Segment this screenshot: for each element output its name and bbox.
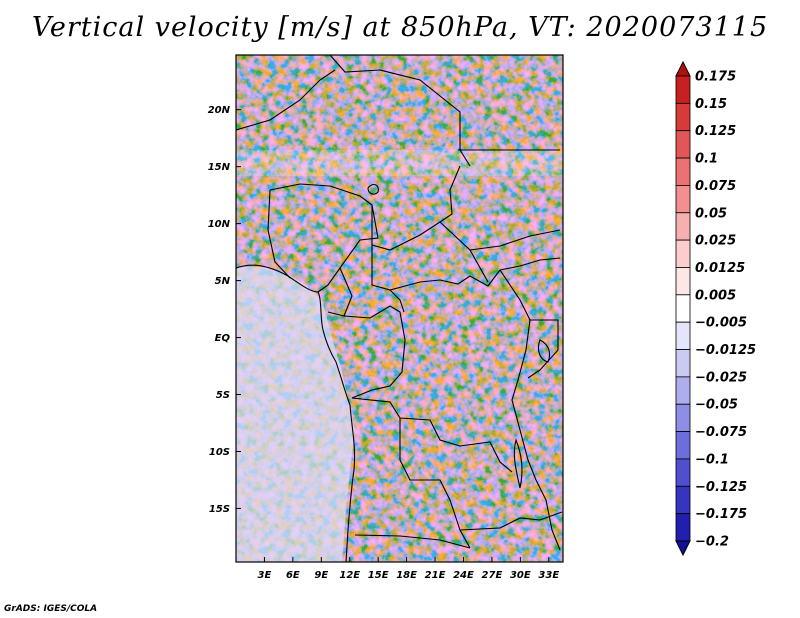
- map-frame: [235, 54, 564, 563]
- colorbar-swatch: [675, 485, 691, 515]
- colorbar-label: 0.15: [695, 97, 727, 112]
- lat-tick-label: 5S: [216, 390, 230, 401]
- lat-tick-label: 15N: [208, 162, 231, 173]
- lon-tick-label: 21E: [425, 570, 446, 581]
- colorbar-label: −0.025: [695, 370, 747, 385]
- grads-credit: GrADS: IGES/COLA: [4, 604, 98, 614]
- lon-tick-label: 18E: [396, 570, 417, 581]
- lat-tick-label: EQ: [215, 333, 231, 344]
- colorbar-label: −0.075: [695, 425, 747, 440]
- colorbar-swatch: [675, 376, 691, 405]
- lon-tick-label: 3E: [258, 570, 272, 581]
- colorbar-swatch: [675, 102, 691, 132]
- colorbar-swatch: [675, 403, 691, 432]
- colorbar-swatch: [675, 294, 691, 323]
- colorbar: 0.175 0.15 0.125 0.1 0.075 0.05 0.025 0.0125 0.0…: [675, 60, 756, 557]
- vertical-velocity-field: [236, 55, 563, 562]
- colorbar-swatch: [675, 157, 691, 186]
- colorbar-swatch: [675, 431, 691, 460]
- colorbar-label: −0.1: [695, 452, 729, 467]
- colorbar-swatch: [675, 458, 691, 487]
- colorbar-label: −0.0125: [695, 343, 756, 358]
- lon-tick-label: 9E: [314, 570, 328, 581]
- lon-tick-label: 15E: [368, 570, 389, 581]
- lat-tick-label: 15S: [209, 504, 230, 515]
- colorbar-max-arrow: [675, 60, 691, 77]
- latitude-axis: 20N 15N 10N 5N EQ 5S 10S 15S: [208, 105, 241, 515]
- lat-tick-label: 5N: [215, 276, 231, 287]
- country-borders: [236, 55, 563, 562]
- colorbar-swatch: [675, 130, 691, 159]
- lon-tick-label: 12E: [339, 570, 360, 581]
- colorbar-label: 0.025: [695, 234, 736, 249]
- lat-tick-label: 20N: [208, 105, 231, 116]
- colorbar-label: 0.175: [695, 70, 736, 85]
- colorbar-swatch: [675, 321, 691, 350]
- chart-title: Vertical velocity [m/s] at 850hPa, VT: 2…: [31, 12, 769, 43]
- colorbar-label: −0.125: [695, 480, 747, 495]
- colorbar-min-arrow: [675, 540, 691, 557]
- lat-tick-label: 10N: [208, 219, 231, 230]
- lon-tick-label: 24E: [453, 570, 474, 581]
- colorbar-swatch: [675, 185, 691, 214]
- longitude-axis: 3E 6E 9E 12E 15E 18E 21E 24E 27E 30E 33E: [258, 557, 559, 581]
- colorbar-swatch: [675, 75, 691, 104]
- colorbar-label: 0.125: [695, 124, 736, 139]
- lat-tick-label: 10S: [209, 447, 230, 458]
- colorbar-label: 0.1: [695, 152, 718, 167]
- lon-tick-label: 27E: [482, 570, 503, 581]
- lon-tick-label: 6E: [286, 570, 300, 581]
- lon-tick-label: 30E: [510, 570, 531, 581]
- colorbar-label: 0.075: [695, 179, 736, 194]
- colorbar-label: 0.05: [695, 206, 727, 221]
- colorbar-label: −0.05: [695, 398, 738, 413]
- lon-tick-label: 33E: [538, 570, 559, 581]
- colorbar-label: 0.005: [695, 288, 736, 303]
- colorbar-swatch: [675, 513, 691, 542]
- colorbar-label: −0.175: [695, 507, 747, 522]
- colorbar-label: 0.0125: [695, 261, 745, 276]
- colorbar-swatch: [675, 349, 691, 378]
- colorbar-swatch: [675, 267, 691, 296]
- colorbar-swatch: [675, 239, 691, 268]
- colorbar-label: −0.2: [695, 535, 729, 550]
- colorbar-label: −0.005: [695, 316, 747, 331]
- colorbar-swatch: [675, 212, 691, 241]
